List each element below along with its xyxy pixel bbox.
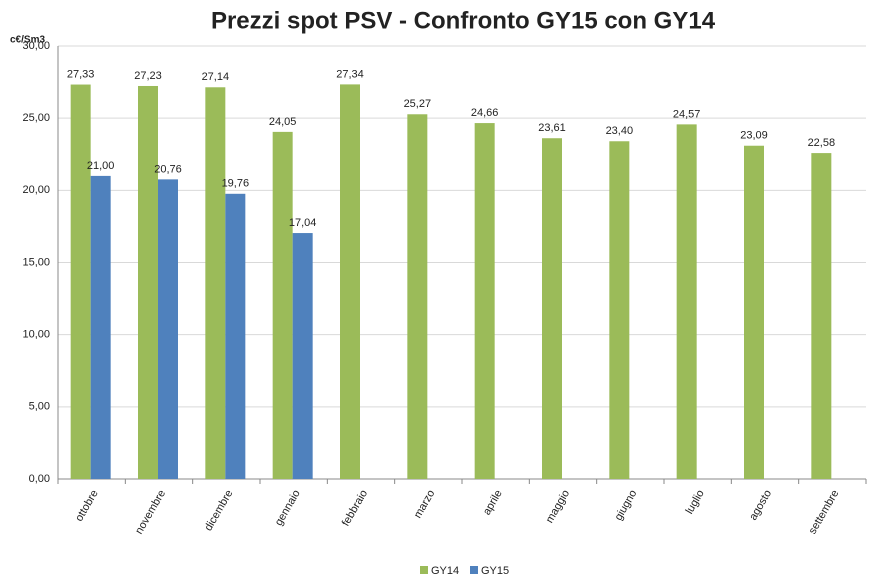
bar xyxy=(676,124,697,480)
value-label: 27,23 xyxy=(134,70,162,82)
x-tick-label: ottobre xyxy=(73,488,101,524)
value-label: 24,57 xyxy=(673,108,701,120)
value-label: 24,05 xyxy=(269,116,297,128)
value-label: 19,76 xyxy=(222,178,250,190)
value-label: 20,76 xyxy=(154,163,182,175)
value-label: 27,14 xyxy=(202,71,230,83)
value-label: 27,33 xyxy=(67,68,95,80)
y-tick-label: 20,00 xyxy=(22,184,50,196)
x-tick-label: marzo xyxy=(412,488,438,520)
y-tick-label: 5,00 xyxy=(29,401,50,413)
bar xyxy=(292,233,313,479)
x-tick-label: maggio xyxy=(544,488,572,525)
y-tick-label: 15,00 xyxy=(22,256,50,268)
x-tick-label: giugno xyxy=(613,488,640,523)
x-tick-label: agosto xyxy=(747,488,774,523)
bar xyxy=(90,175,111,479)
bar xyxy=(407,114,428,480)
chart-title: Prezzi spot PSV - Confronto GY15 con GY1… xyxy=(211,7,716,34)
legend-swatch xyxy=(470,566,478,574)
value-label: 17,04 xyxy=(289,217,317,229)
value-label: 27,34 xyxy=(336,68,364,80)
x-tick-label: novembre xyxy=(133,488,168,536)
value-label: 25,27 xyxy=(404,98,432,110)
legend-swatch xyxy=(420,566,428,574)
value-label: 23,40 xyxy=(606,125,634,137)
bar xyxy=(138,85,158,479)
value-label: 23,61 xyxy=(538,122,566,134)
x-tick-label: febbraio xyxy=(340,488,370,528)
y-tick-label: 0,00 xyxy=(29,473,50,485)
x-tick-label: aprile xyxy=(481,488,505,517)
value-label: 23,09 xyxy=(740,130,768,142)
value-label: 21,00 xyxy=(87,160,115,172)
x-tick-label: settembre xyxy=(807,488,842,536)
bar xyxy=(474,123,495,479)
bar xyxy=(158,179,178,479)
x-tick-label: luglio xyxy=(684,488,707,516)
bar xyxy=(272,131,293,479)
value-label: 22,58 xyxy=(808,137,836,149)
bar xyxy=(744,145,764,480)
bar xyxy=(542,138,562,479)
value-label: 24,66 xyxy=(471,107,499,119)
legend-label: GY14 xyxy=(431,565,459,576)
x-tick-label: dicembre xyxy=(202,488,235,533)
y-tick-label: 10,00 xyxy=(22,329,50,341)
y-tick-label: 25,00 xyxy=(22,112,50,124)
bar xyxy=(205,87,226,480)
y-tick-label: 30,00 xyxy=(22,40,50,52)
bar xyxy=(609,141,630,479)
y-axis-label: c€/Sm3 xyxy=(10,35,45,46)
legend-label: GY15 xyxy=(481,565,509,576)
bar xyxy=(225,193,246,479)
bar xyxy=(70,84,91,480)
x-tick-label: gennaio xyxy=(273,488,303,528)
bar xyxy=(811,153,832,479)
bar xyxy=(340,84,360,479)
